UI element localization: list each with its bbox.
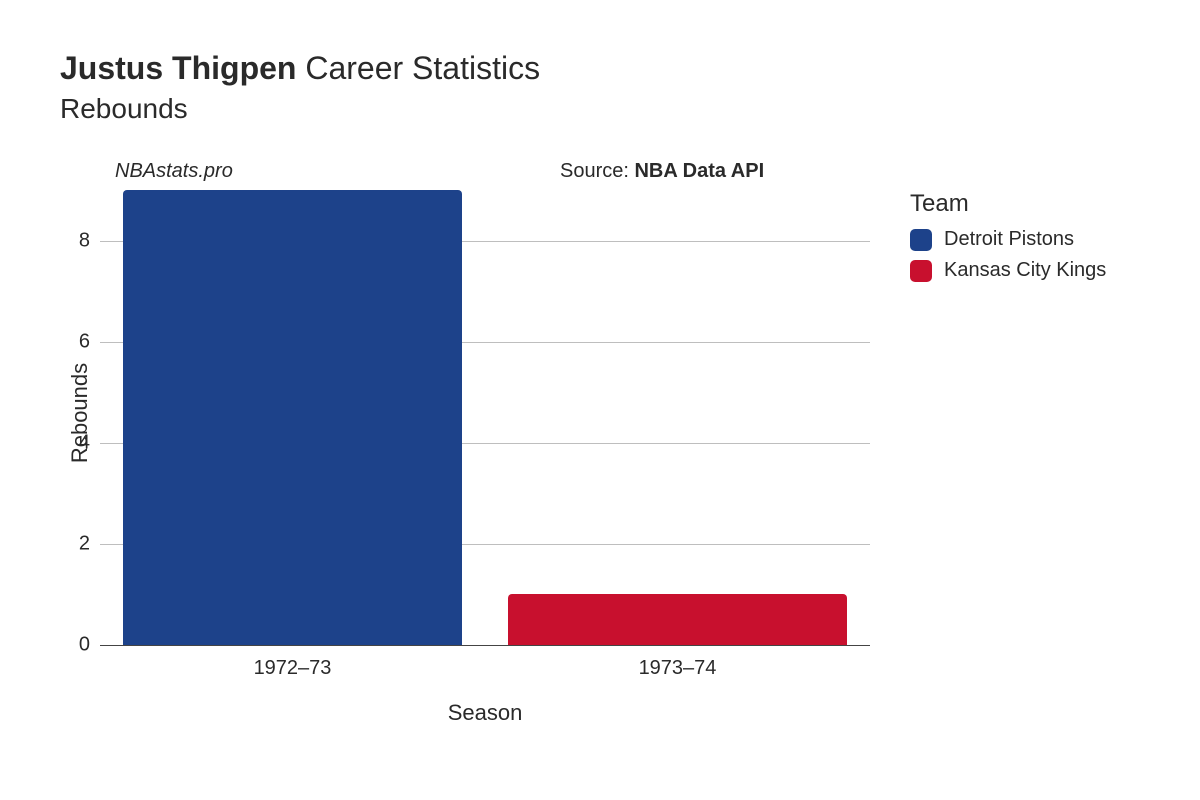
player-name: Justus Thigpen <box>60 50 296 86</box>
legend-label: Detroit Pistons <box>944 228 1074 251</box>
bar <box>508 594 847 645</box>
bar <box>123 190 462 645</box>
baseline <box>100 645 870 646</box>
legend-item: Detroit Pistons <box>910 228 1106 251</box>
chart-title-line1: Justus Thigpen Career Statistics <box>60 50 540 87</box>
source-attribution: Source: NBA Data API <box>560 160 764 183</box>
ytick-label: 8 <box>79 229 100 252</box>
chart-container: Justus Thigpen Career Statistics Rebound… <box>0 0 1200 800</box>
watermark-text: NBAstats.pro <box>115 160 233 183</box>
y-axis-label: Rebounds <box>67 363 93 463</box>
legend-items: Detroit Pistons Kansas City Kings <box>910 228 1106 282</box>
title-suffix: Career Statistics <box>305 50 540 86</box>
source-name: NBA Data API <box>634 160 764 182</box>
legend-swatch <box>910 229 932 251</box>
legend-title: Team <box>910 190 1106 218</box>
xtick-label: 1972–73 <box>254 645 332 680</box>
chart-title-block: Justus Thigpen Career Statistics Rebound… <box>60 50 540 125</box>
ytick-label: 0 <box>79 634 100 657</box>
legend-label: Kansas City Kings <box>944 259 1106 282</box>
source-prefix: Source: <box>560 160 634 182</box>
chart-subtitle: Rebounds <box>60 93 540 125</box>
xtick-label: 1973–74 <box>639 645 717 680</box>
x-axis-label: Season <box>448 700 523 726</box>
legend: Team Detroit Pistons Kansas City Kings <box>910 190 1106 290</box>
legend-swatch <box>910 260 932 282</box>
plot-area: 024681972–731973–74 <box>100 190 870 645</box>
legend-item: Kansas City Kings <box>910 259 1106 282</box>
ytick-label: 6 <box>79 330 100 353</box>
ytick-label: 2 <box>79 532 100 555</box>
